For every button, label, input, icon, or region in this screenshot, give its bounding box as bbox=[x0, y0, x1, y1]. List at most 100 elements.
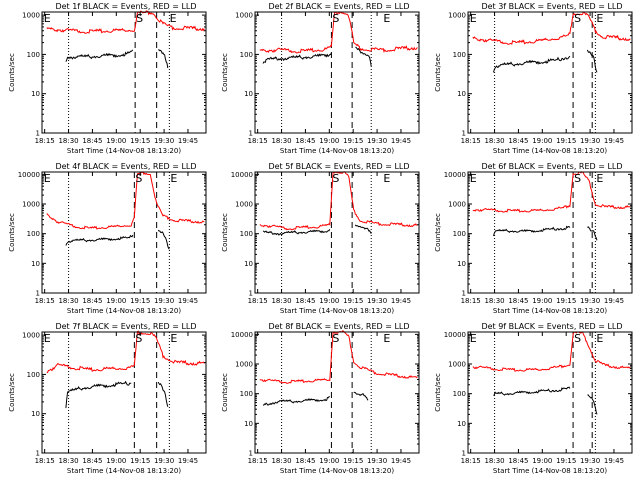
y-tick-label: 1000 bbox=[22, 332, 40, 340]
y-tick-label: 10000 bbox=[18, 171, 40, 179]
end-marker-label: E bbox=[44, 172, 51, 185]
x-tick-label: 19:45 bbox=[391, 457, 411, 465]
y-tick-label: 10 bbox=[457, 420, 466, 428]
x-tick-label: 19:45 bbox=[178, 297, 198, 305]
x-tick-label: 18:15 bbox=[248, 457, 268, 465]
x-tick-label: 19:45 bbox=[604, 297, 624, 305]
x-tick-label: 19:15 bbox=[130, 137, 150, 145]
end-marker-label: E bbox=[596, 172, 603, 185]
events-series-line bbox=[65, 49, 134, 62]
x-tick-label: 18:45 bbox=[82, 457, 102, 465]
y-tick-label: 100 bbox=[240, 230, 253, 238]
y-tick-label: 1000 bbox=[22, 201, 40, 209]
x-tick-label: 18:15 bbox=[35, 457, 55, 465]
x-axis-label: Start Time (14-Nov-08 18:13:20) bbox=[67, 147, 181, 155]
end-marker-label: E bbox=[383, 12, 390, 25]
end-marker-label: E bbox=[44, 332, 51, 345]
y-tick-label: 1000 bbox=[235, 201, 253, 209]
x-axis-label: Start Time (14-Nov-08 18:13:20) bbox=[493, 307, 607, 315]
events-series-line bbox=[587, 394, 598, 415]
events-series-line bbox=[262, 52, 332, 64]
x-tick-label: 18:30 bbox=[58, 297, 78, 305]
events-series-line bbox=[355, 46, 372, 67]
x-tick-label: 19:45 bbox=[604, 457, 624, 465]
events-series-line bbox=[586, 49, 598, 73]
y-tick-label: 1000 bbox=[235, 361, 253, 369]
y-tick-label: 10 bbox=[244, 420, 253, 428]
y-axis-label: Counts/sec bbox=[434, 213, 442, 252]
x-tick-label: 18:30 bbox=[271, 297, 291, 305]
y-tick-label: 1 bbox=[36, 130, 40, 138]
x-tick-label: 19:00 bbox=[532, 137, 552, 145]
x-tick-label: 19:45 bbox=[391, 297, 411, 305]
panel-plot-svg: 18:15 18:30 18:45 19:00 19:15 19:30 19:45 1 10 10… bbox=[434, 162, 633, 315]
end-marker-label: E bbox=[170, 12, 177, 25]
x-tick-label: 19:00 bbox=[319, 297, 339, 305]
y-tick-label: 1 bbox=[462, 130, 466, 138]
x-tick-label: 18:15 bbox=[35, 137, 55, 145]
x-axis-label: Start Time (14-Nov-08 18:13:20) bbox=[67, 307, 181, 315]
events-series-line bbox=[493, 55, 571, 73]
y-axis-label: Counts/sec bbox=[434, 373, 442, 412]
x-tick-label: 19:15 bbox=[556, 457, 576, 465]
y-tick-label: 10 bbox=[457, 90, 466, 98]
plot-frame bbox=[41, 11, 207, 134]
x-tick-label: 19:45 bbox=[604, 137, 624, 145]
x-tick-label: 18:30 bbox=[271, 457, 291, 465]
x-tick-label: 18:45 bbox=[295, 457, 315, 465]
end-marker-label: E bbox=[470, 332, 477, 345]
x-tick-label: 19:00 bbox=[106, 297, 126, 305]
lld-series-line bbox=[46, 330, 205, 374]
y-axis-label: Counts/sec bbox=[434, 53, 442, 92]
panel-plot-svg: 18:15 18:30 18:45 19:00 19:15 19:30 19:45 1 10 10… bbox=[8, 2, 207, 155]
x-tick-label: 18:30 bbox=[58, 137, 78, 145]
lld-series-line bbox=[46, 10, 205, 34]
x-tick-label: 19:30 bbox=[367, 457, 387, 465]
y-tick-label: 1000 bbox=[448, 361, 466, 369]
x-tick-label: 18:30 bbox=[271, 137, 291, 145]
y-tick-label: 10 bbox=[31, 410, 40, 418]
x-tick-label: 18:45 bbox=[82, 137, 102, 145]
x-axis-label: Start Time (14-Nov-08 18:13:20) bbox=[280, 467, 394, 475]
x-tick-label: 18:15 bbox=[35, 297, 55, 305]
start-marker-label: S bbox=[135, 332, 142, 345]
plot-frame bbox=[467, 171, 633, 294]
x-tick-label: 18:45 bbox=[295, 137, 315, 145]
x-tick-label: 19:15 bbox=[556, 297, 576, 305]
panel-title: Det 8f BLACK = Events, RED = LLD bbox=[268, 322, 409, 331]
x-tick-label: 18:45 bbox=[82, 297, 102, 305]
panel-plot-svg: 18:15 18:30 18:45 19:00 19:15 19:30 19:45 1 10 10… bbox=[434, 2, 633, 155]
x-tick-label: 18:15 bbox=[461, 297, 481, 305]
plot-frame bbox=[41, 331, 207, 454]
x-tick-label: 19:30 bbox=[154, 137, 174, 145]
y-tick-label: 100 bbox=[240, 51, 253, 59]
panel-plot-svg: 18:15 18:30 18:45 19:00 19:15 19:30 19:45 1 10 10… bbox=[221, 162, 420, 315]
x-tick-label: 19:15 bbox=[130, 297, 150, 305]
start-marker-label: S bbox=[574, 12, 581, 25]
y-tick-label: 10000 bbox=[231, 171, 253, 179]
panel-title: Det 3f BLACK = Events, RED = LLD bbox=[481, 2, 622, 11]
start-marker-label: S bbox=[135, 172, 142, 185]
panel-plot-svg: 18:15 18:30 18:45 19:00 19:15 19:30 19:45 1 10 10… bbox=[8, 162, 207, 315]
x-tick-label: 18:30 bbox=[58, 457, 78, 465]
y-tick-label: 1 bbox=[249, 130, 253, 138]
events-series-line bbox=[157, 229, 170, 250]
detector-panel-4: 18:15 18:30 18:45 19:00 19:15 19:30 19:45 1 10 10… bbox=[0, 160, 213, 320]
y-tick-label: 100 bbox=[453, 390, 466, 398]
detector-panel-7: 18:15 18:30 18:45 19:00 19:15 19:30 19:45 1 10 10… bbox=[0, 320, 213, 480]
start-marker-label: S bbox=[574, 172, 581, 185]
x-tick-label: 19:30 bbox=[580, 137, 600, 145]
start-marker-label: S bbox=[574, 332, 581, 345]
events-series-line bbox=[587, 226, 598, 241]
x-tick-label: 18:45 bbox=[508, 297, 528, 305]
y-tick-label: 10 bbox=[31, 260, 40, 268]
detector-panel-1: 18:15 18:30 18:45 19:00 19:15 19:30 19:45 1 10 10… bbox=[0, 0, 213, 160]
x-tick-label: 19:15 bbox=[343, 457, 363, 465]
x-tick-label: 18:30 bbox=[484, 297, 504, 305]
start-marker-label: S bbox=[332, 332, 339, 345]
y-tick-label: 1000 bbox=[22, 12, 40, 20]
y-tick-label: 1 bbox=[249, 450, 253, 458]
events-series-line bbox=[354, 224, 372, 234]
panel-plot-svg: 18:15 18:30 18:45 19:00 19:15 19:30 19:45 1 10 10… bbox=[434, 322, 633, 475]
events-series-line bbox=[157, 381, 169, 407]
